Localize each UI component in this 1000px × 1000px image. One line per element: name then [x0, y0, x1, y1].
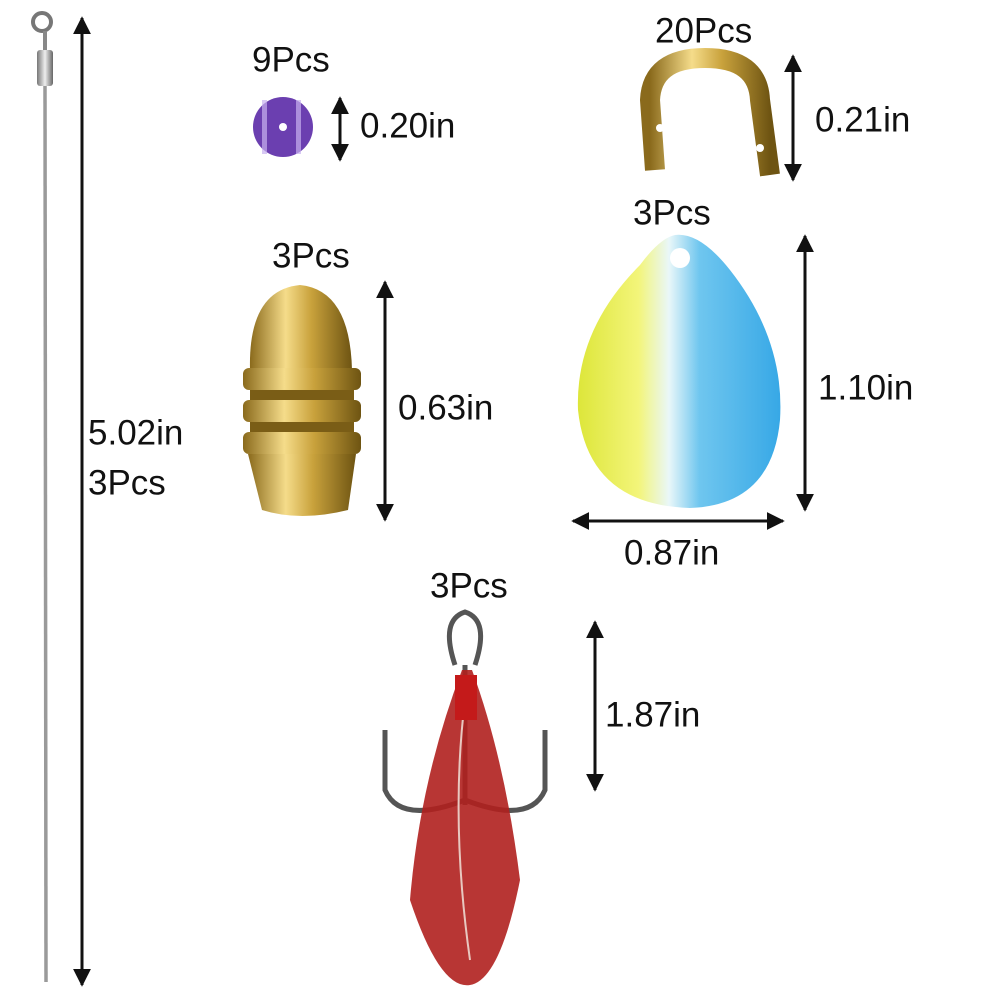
brass-body [243, 285, 361, 516]
quantity-label: 20Pcs [655, 11, 752, 50]
quantity-label: 3Pcs [88, 463, 166, 502]
size-label: 5.02in [88, 413, 183, 452]
quantity-label: 3Pcs [633, 193, 711, 232]
clevis [639, 47, 780, 177]
size-label: 0.63in [398, 388, 493, 427]
quantity-label: 9Pcs [252, 40, 330, 79]
treble-hook [382, 609, 548, 986]
width-label: 0.87in [624, 533, 719, 572]
size-label: 0.21in [815, 100, 910, 139]
wire [31, 11, 53, 983]
size-label: 0.20in [360, 106, 455, 145]
size-label: 1.87in [605, 695, 700, 734]
height-label: 1.10in [818, 368, 913, 407]
spinner-blade [577, 234, 781, 508]
quantity-label: 3Pcs [430, 566, 508, 605]
quantity-label: 3Pcs [272, 236, 350, 275]
